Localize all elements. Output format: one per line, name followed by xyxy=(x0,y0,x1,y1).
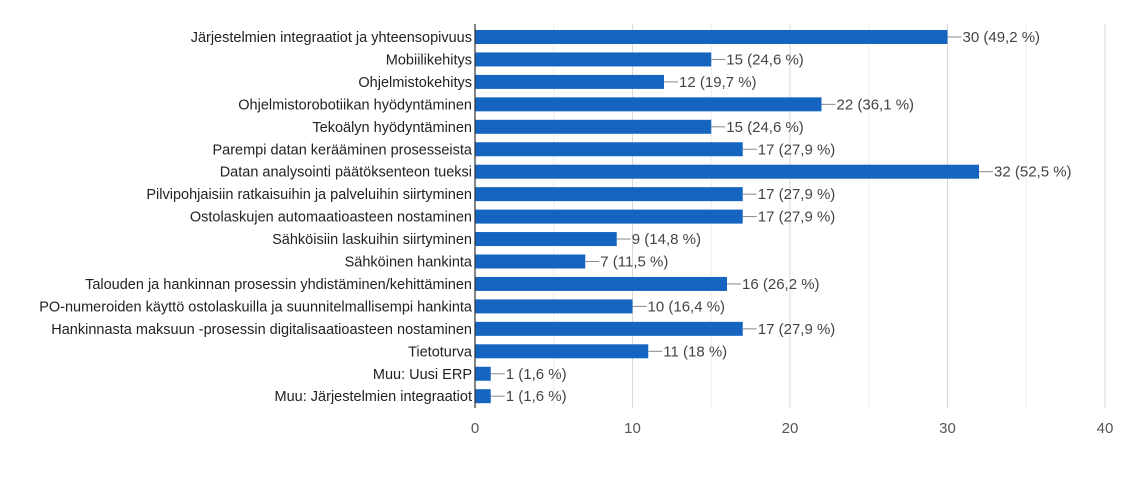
bar xyxy=(475,276,727,291)
x-tick-label: 0 xyxy=(471,420,479,437)
bar xyxy=(475,119,712,134)
data-label: 17 (27,9 %) xyxy=(758,141,836,158)
category-label: Ostolaskujen automaatioasteen nostaminen xyxy=(190,210,472,226)
bar xyxy=(475,299,633,314)
data-label: 15 (24,6 %) xyxy=(726,51,804,68)
category-label: Mobiilikehitys xyxy=(386,52,472,68)
x-tick-label: 30 xyxy=(939,420,956,437)
labels: Järjestelmien integraatiot ja yhteensopi… xyxy=(39,29,1113,437)
data-label: 12 (19,7 %) xyxy=(679,74,757,91)
data-label: 1 (1,6 %) xyxy=(506,366,567,383)
bar xyxy=(475,366,491,381)
category-label: Muu: Uusi ERP xyxy=(373,367,472,383)
data-label: 11 (18 %) xyxy=(663,343,727,360)
bar xyxy=(475,142,743,157)
bar xyxy=(475,321,743,336)
category-label: Järjestelmien integraatiot ja yhteensopi… xyxy=(191,30,472,46)
bar xyxy=(475,254,586,269)
category-label: Datan analysointi päätöksenteon tueksi xyxy=(220,165,472,181)
category-label: Sähköisiin laskuihin siirtyminen xyxy=(272,232,472,248)
bar xyxy=(475,232,617,247)
data-label: 16 (26,2 %) xyxy=(742,276,820,293)
bar xyxy=(475,97,822,112)
x-tick-label: 20 xyxy=(782,420,799,437)
data-label: 17 (27,9 %) xyxy=(758,209,836,226)
bar xyxy=(475,344,649,359)
category-label: Pilvipohjaisiin ratkaisuihin ja palvelui… xyxy=(146,187,472,203)
data-label: 7 (11,5 %) xyxy=(600,254,668,271)
data-label: 17 (27,9 %) xyxy=(758,186,836,203)
bar xyxy=(475,209,743,224)
data-label: 32 (52,5 %) xyxy=(994,164,1072,181)
data-label: 1 (1,6 %) xyxy=(506,388,567,405)
bar xyxy=(475,164,979,179)
data-label: 17 (27,9 %) xyxy=(758,321,836,338)
data-label: 30 (49,2 %) xyxy=(963,29,1041,46)
category-label: PO-numeroiden käyttö ostolaskuilla ja su… xyxy=(39,299,473,315)
bar xyxy=(475,187,743,202)
category-label: Ohjelmistorobotiikan hyödyntäminen xyxy=(238,97,472,113)
category-label: Hankinnasta maksuun -prosessin digitalis… xyxy=(51,322,472,338)
x-tick-label: 10 xyxy=(624,420,641,437)
category-label: Muu: Järjestelmien integraatiot xyxy=(275,389,472,405)
category-label: Tietoturva xyxy=(408,344,473,360)
data-label: 9 (14,8 %) xyxy=(632,231,701,248)
bar xyxy=(475,30,948,44)
bar xyxy=(475,52,712,67)
category-label: Parempi datan kerääminen prosesseista xyxy=(212,142,472,158)
bar xyxy=(475,389,491,404)
bars xyxy=(475,30,993,404)
category-label: Sähköinen hankinta xyxy=(345,255,473,271)
category-label: Tekoälyn hyödyntäminen xyxy=(312,120,472,136)
category-label: Ohjelmistokehitys xyxy=(358,75,472,91)
x-tick-label: 40 xyxy=(1097,420,1114,437)
data-label: 15 (24,6 %) xyxy=(726,119,804,136)
data-label: 22 (36,1 %) xyxy=(837,96,915,113)
category-label: Talouden ja hankinnan prosessin yhdistäm… xyxy=(85,277,472,293)
data-label: 10 (16,4 %) xyxy=(648,298,726,315)
bar xyxy=(475,74,664,89)
